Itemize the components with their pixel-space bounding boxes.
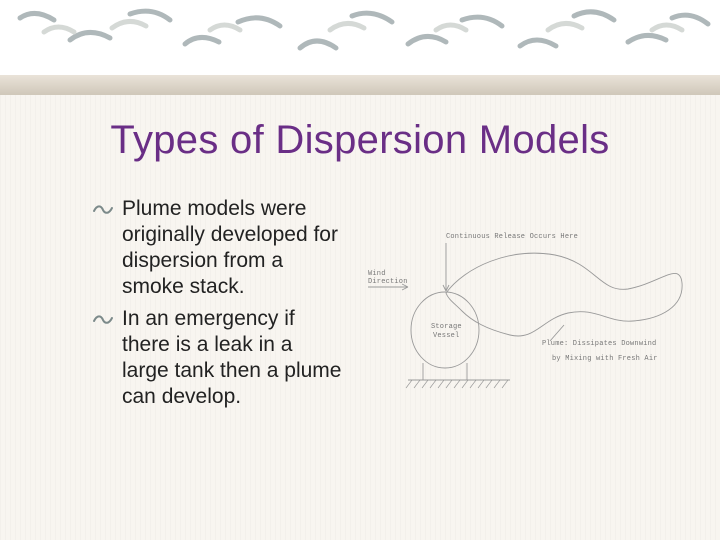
- fig-label-vessel-line2: Vessel: [433, 332, 459, 340]
- slide: Types of Dispersion Models Plume models …: [0, 0, 720, 540]
- fig-label-wind-line1: Wind: [368, 270, 386, 278]
- fig-label-wind-line2: Direction: [368, 278, 408, 286]
- bullet-text: In an emergency if there is a leak in a …: [122, 306, 342, 410]
- fig-label-vessel-line1: Storage: [431, 323, 462, 331]
- squiggle-icon: [92, 202, 114, 216]
- fig-label-release: Continuous Release Occurs Here: [446, 233, 578, 241]
- top-decor-smudges: [0, 0, 720, 80]
- slide-title: Types of Dispersion Models: [0, 118, 720, 163]
- fig-label-note-2: by Mixing with Fresh Air: [552, 355, 658, 363]
- bullet-list: Plume models were originally developed f…: [92, 196, 342, 416]
- bullet-text: Plume models were originally developed f…: [122, 196, 342, 300]
- squiggle-icon: [92, 312, 114, 326]
- fig-label-note-1: Plume: Dissipates Downwind: [542, 340, 656, 348]
- list-item: In an emergency if there is a leak in a …: [92, 306, 342, 410]
- list-item: Plume models were originally developed f…: [92, 196, 342, 300]
- plume-diagram: Wind Direction Continuous Release Occurs…: [360, 205, 690, 415]
